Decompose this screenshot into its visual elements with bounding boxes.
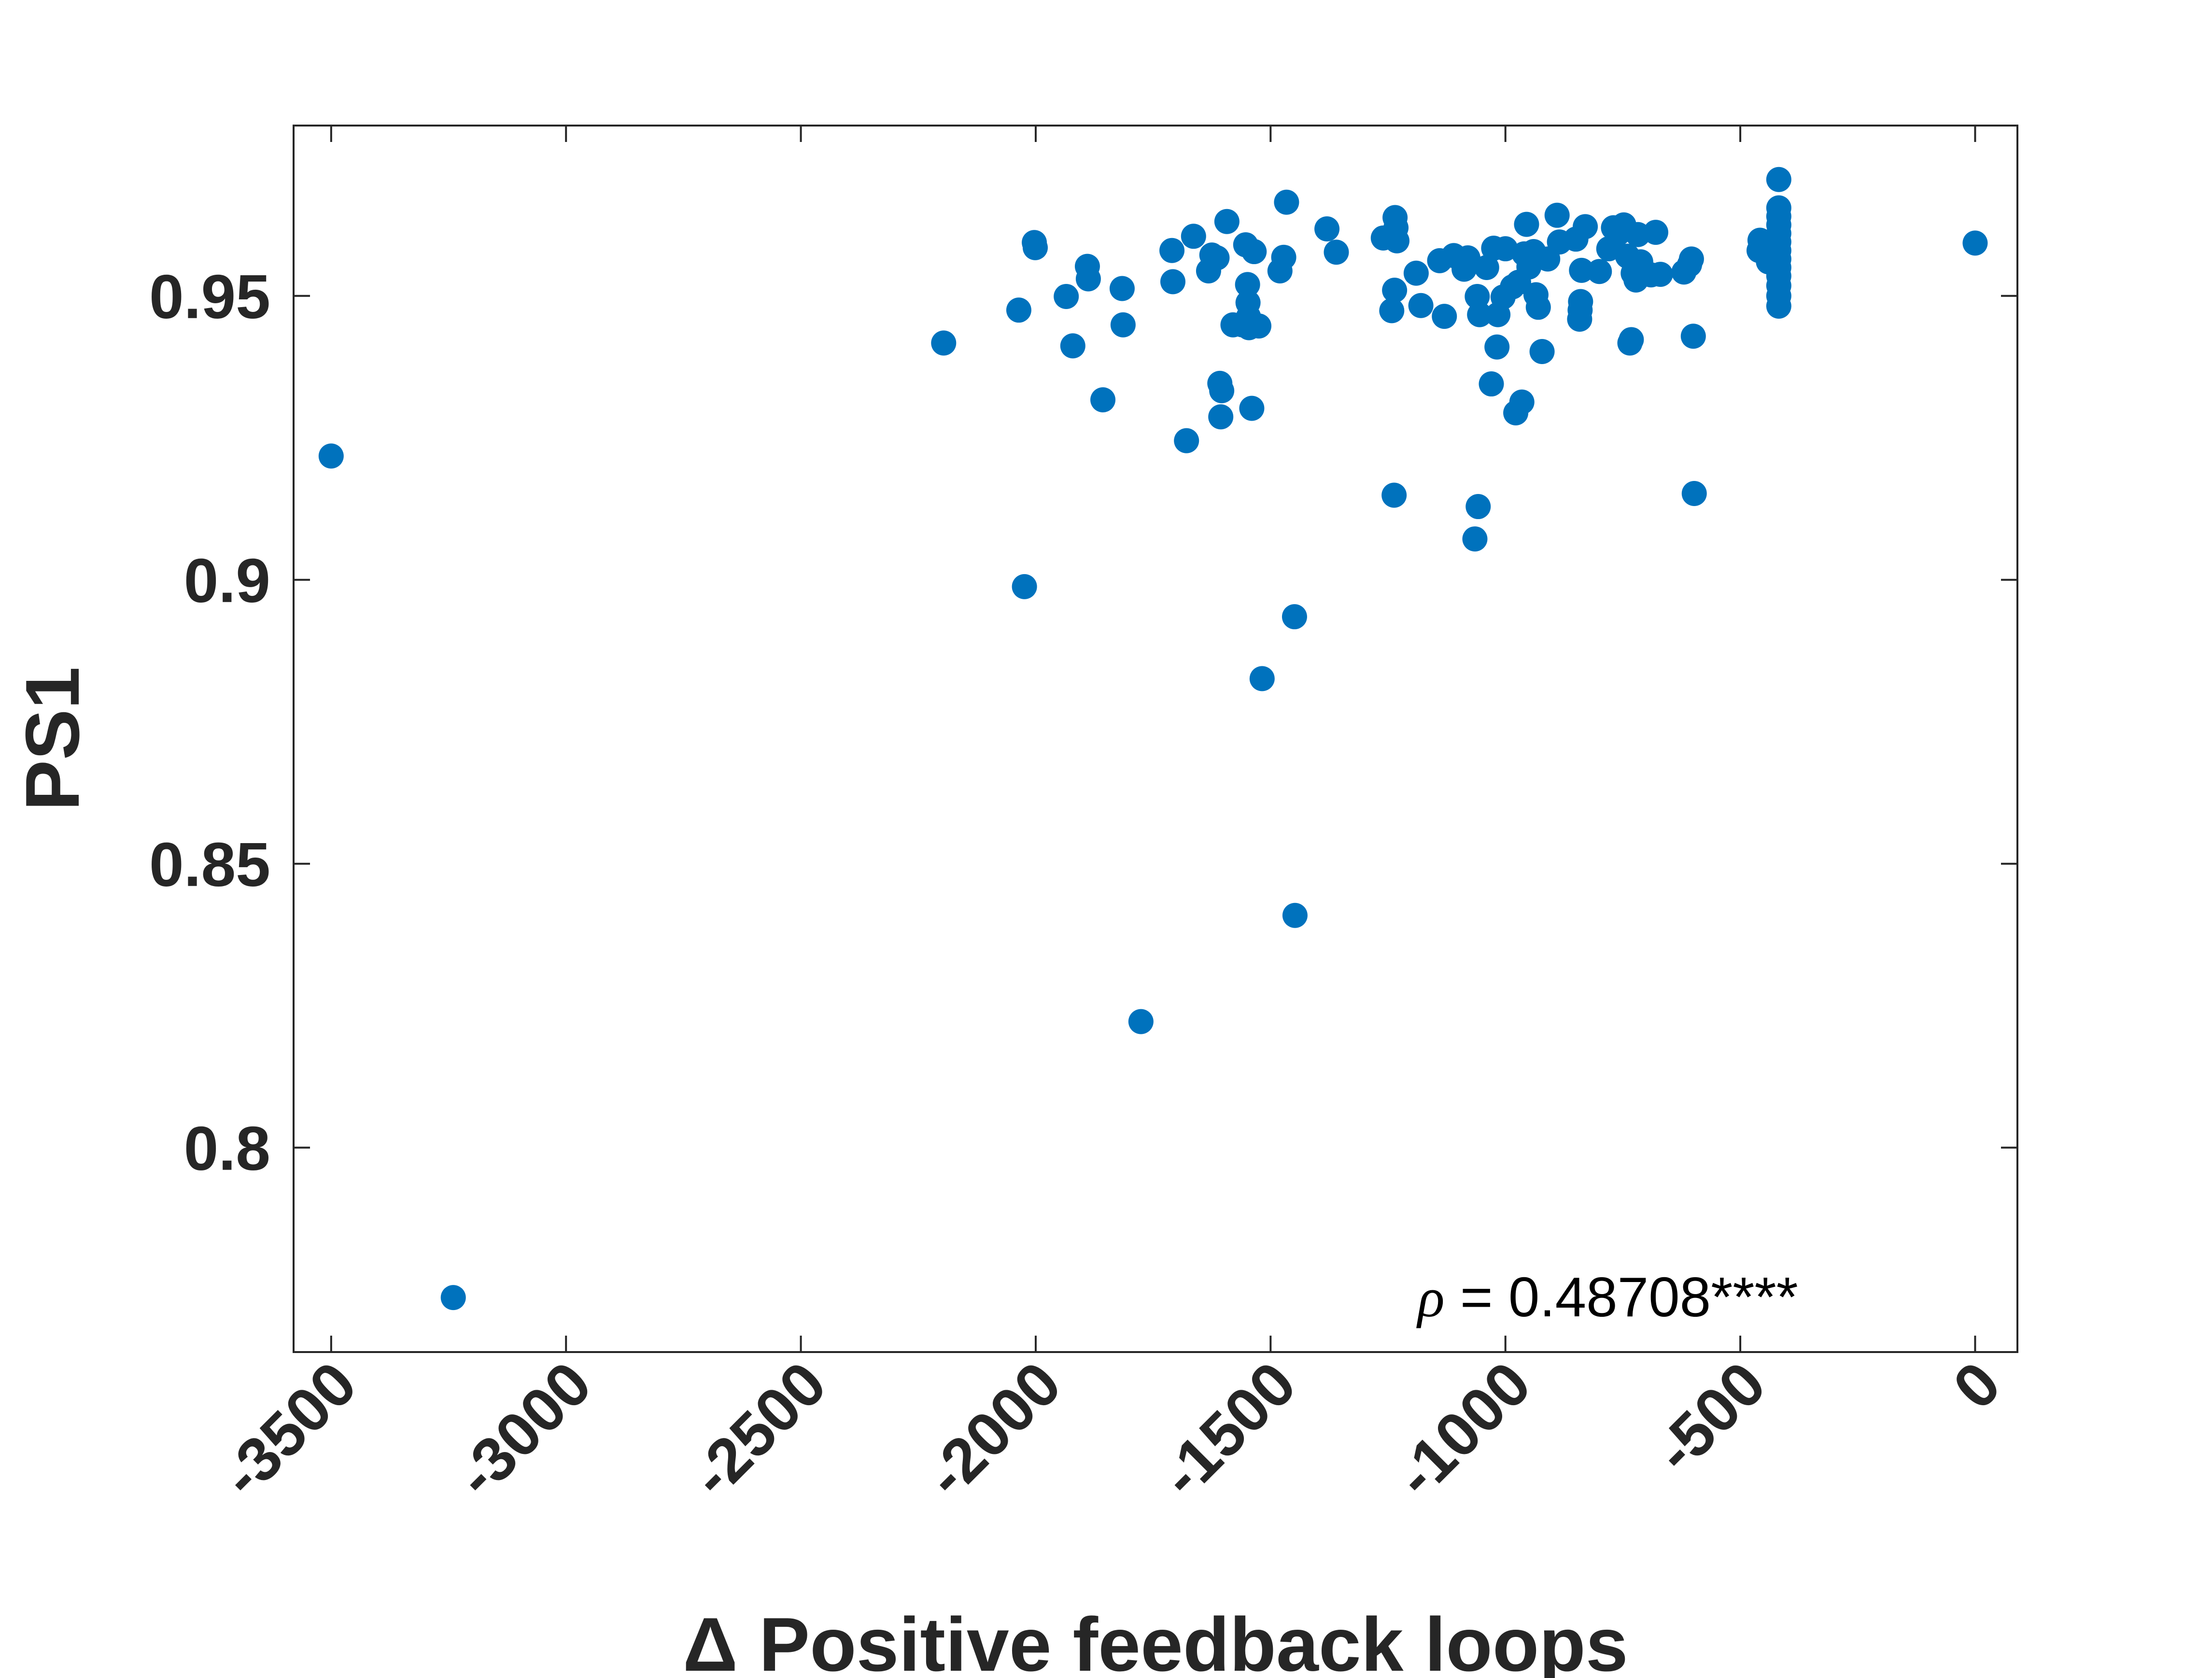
data-point (1012, 574, 1037, 599)
data-point (931, 330, 957, 356)
data-point (1766, 195, 1791, 221)
data-point (1282, 604, 1307, 630)
data-point (1514, 212, 1539, 237)
rho-symbol: ρ (1416, 1267, 1445, 1329)
data-point (1384, 228, 1409, 254)
data-point (1271, 244, 1296, 270)
data-point (1544, 202, 1570, 228)
data-point (1075, 266, 1101, 292)
correlation-annotation: ρ = 0.48708**** (1416, 1266, 1798, 1329)
data-point (1204, 245, 1230, 270)
data-point (1022, 235, 1048, 260)
data-point (1569, 257, 1594, 283)
data-point (1006, 297, 1031, 323)
y-tick-label: 0.95 (149, 262, 270, 332)
plot-area (293, 125, 2018, 1353)
data-point (1282, 902, 1308, 928)
data-point (1587, 259, 1612, 284)
data-point (1246, 313, 1272, 339)
data-point (1681, 481, 1707, 506)
data-point (1274, 189, 1299, 215)
axis-ticks (294, 126, 2017, 1352)
data-point (440, 1285, 466, 1311)
data-point (1314, 216, 1340, 242)
data-point (1160, 269, 1185, 295)
data-point (1181, 224, 1206, 249)
data-point (1962, 230, 1988, 256)
y-axis-label: PS1 (10, 667, 95, 811)
data-point (1128, 1009, 1154, 1034)
data-points (318, 167, 1988, 1311)
data-point (1525, 295, 1551, 320)
data-point (1493, 236, 1518, 262)
data-point (1643, 220, 1668, 245)
data-point (1568, 289, 1593, 314)
data-point (1432, 304, 1457, 329)
data-point (1619, 327, 1644, 353)
data-point (1403, 260, 1429, 286)
data-point (1090, 387, 1116, 412)
data-point (1474, 254, 1499, 280)
data-point (318, 443, 344, 469)
x-axis-label: Δ Positive feedback loops (683, 1602, 1628, 1678)
data-point (1465, 494, 1491, 520)
data-point (1467, 302, 1493, 327)
data-point (1455, 245, 1480, 270)
data-point (1573, 214, 1598, 240)
data-point (1208, 404, 1234, 430)
data-point (1214, 209, 1240, 234)
data-point (1110, 312, 1136, 338)
data-point (1479, 371, 1504, 397)
data-point (1408, 293, 1434, 318)
data-point (1249, 666, 1275, 691)
data-point (1060, 333, 1085, 359)
data-point (1379, 298, 1405, 324)
data-point (1174, 428, 1199, 453)
correlation-value: = 0.48708**** (1445, 1266, 1798, 1328)
data-point (1241, 239, 1267, 265)
data-point (1529, 339, 1555, 365)
y-tick-label: 0.9 (184, 546, 270, 616)
data-point (1209, 378, 1235, 404)
data-point (1766, 167, 1791, 192)
data-point (1680, 324, 1706, 349)
data-point (1239, 395, 1265, 421)
data-point (1381, 482, 1407, 508)
y-tick-label: 0.85 (149, 830, 270, 900)
data-point (1648, 262, 1673, 287)
data-point (1324, 240, 1349, 265)
data-point (1678, 246, 1704, 272)
data-point (1109, 276, 1135, 301)
data-point (1235, 272, 1260, 297)
data-point (1159, 238, 1185, 263)
data-point (1054, 283, 1079, 309)
data-point (1509, 389, 1535, 415)
data-point (1462, 526, 1488, 552)
data-point (1382, 278, 1408, 303)
data-point (1484, 334, 1510, 360)
y-tick-label: 0.8 (184, 1114, 270, 1184)
